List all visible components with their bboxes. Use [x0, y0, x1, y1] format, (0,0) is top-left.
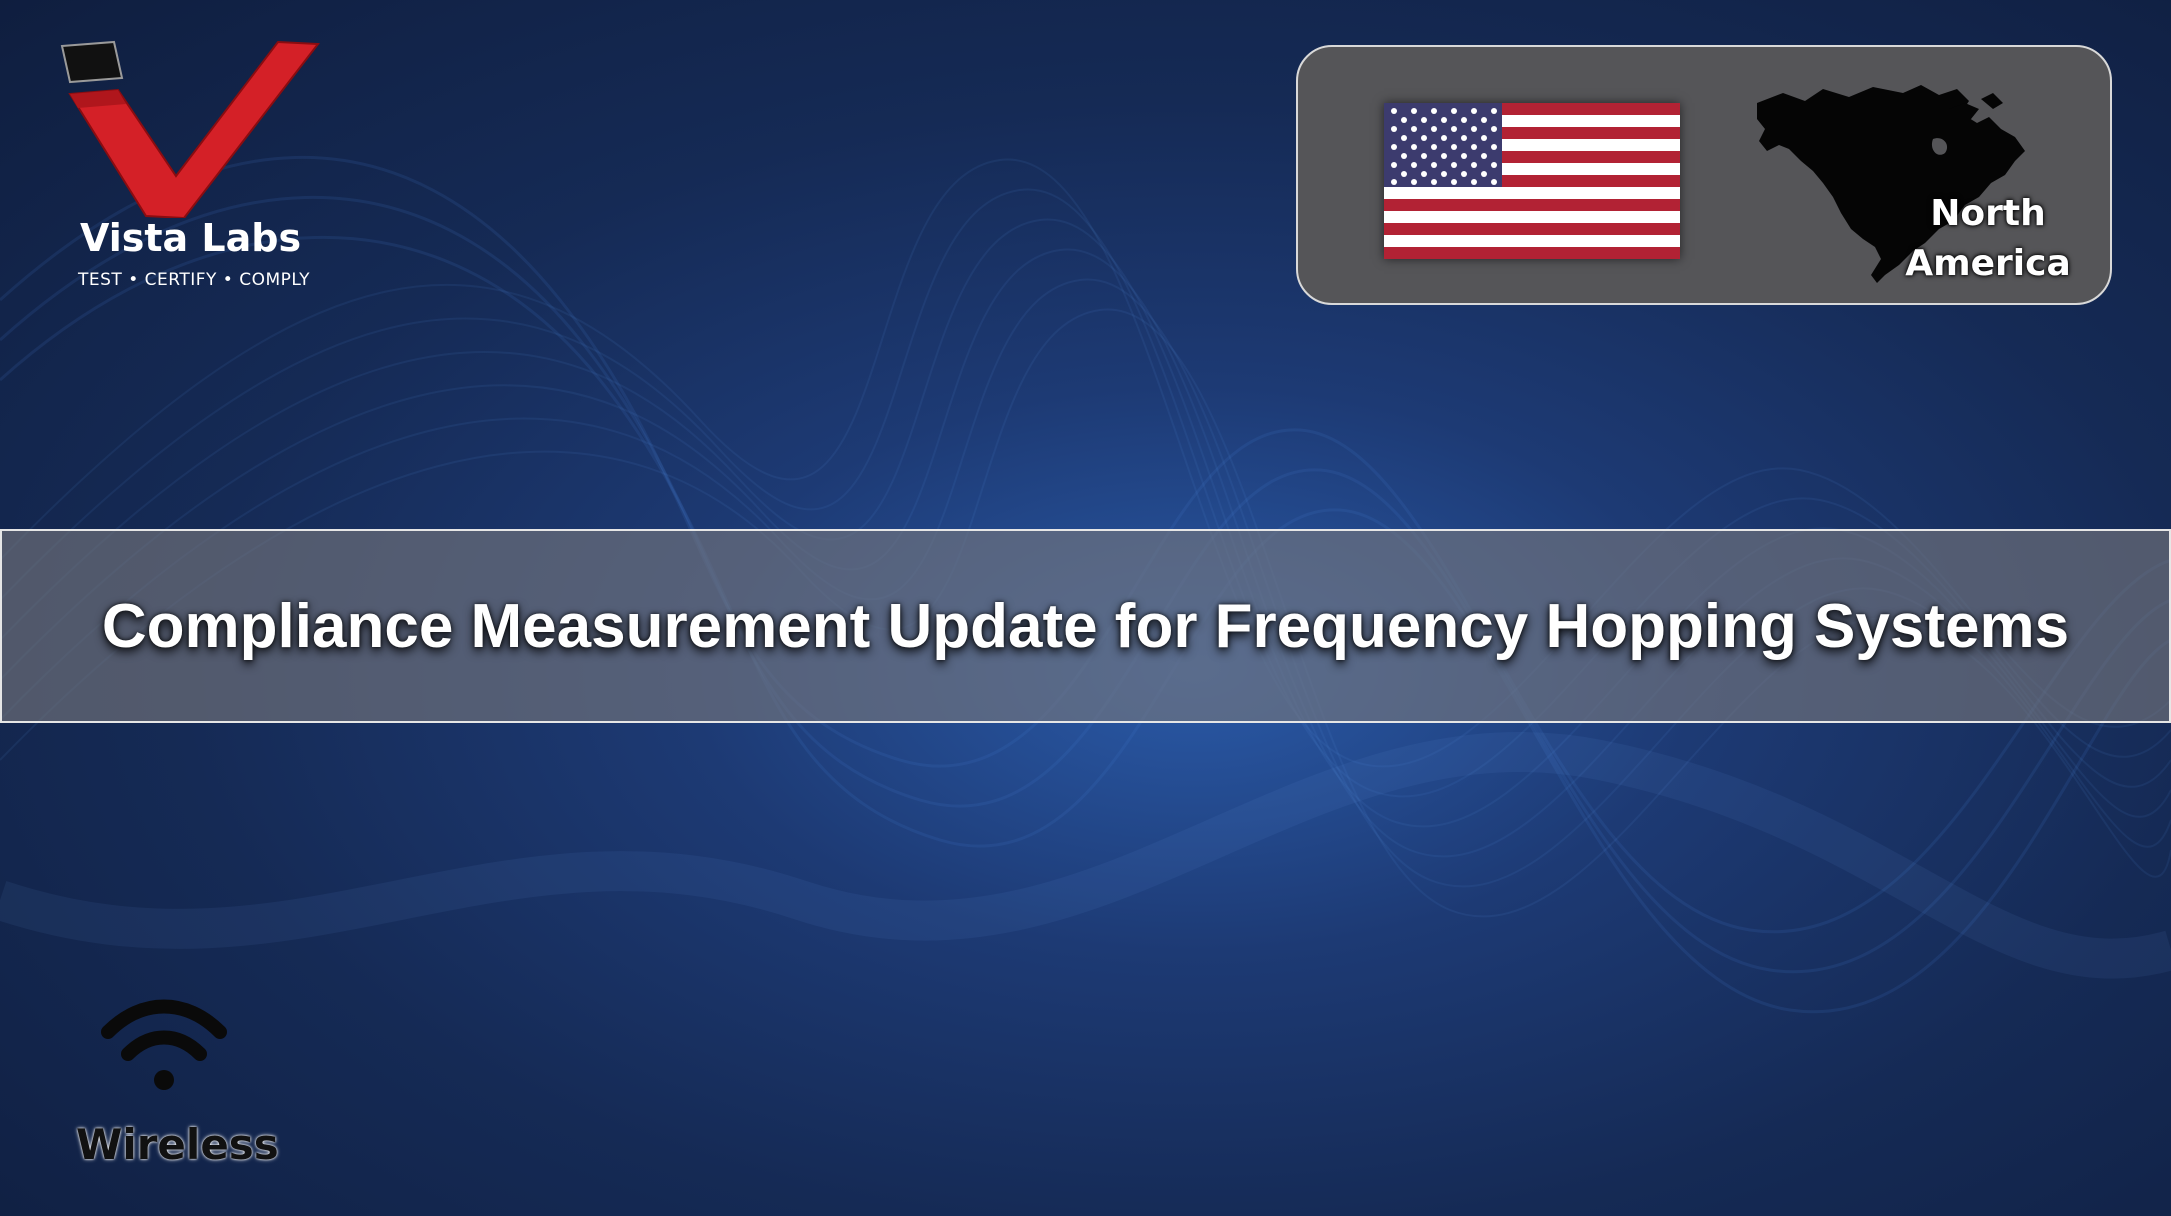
wifi-icon	[101, 999, 227, 1090]
region-panel: North America	[1296, 45, 2112, 305]
checkmark-v-logo-icon	[60, 40, 320, 218]
brand-logo: Vista Labs TEST • CERTIFY • COMPLY	[56, 38, 336, 298]
category-badge: Wireless	[70, 990, 279, 1190]
category-label: Wireless	[76, 1120, 279, 1169]
title-band: Compliance Measurement Update for Freque…	[0, 529, 2171, 723]
region-label-line1: North	[1930, 193, 2046, 234]
page-title: Compliance Measurement Update for Freque…	[101, 591, 2070, 661]
region-label: North America	[1878, 189, 2098, 289]
us-flag-icon	[1384, 103, 1680, 259]
brand-name: Vista Labs	[80, 216, 302, 260]
brand-tagline: TEST • CERTIFY • COMPLY	[78, 270, 310, 290]
region-label-line2: America	[1905, 243, 2071, 284]
north-america-map-icon	[1757, 85, 2025, 283]
